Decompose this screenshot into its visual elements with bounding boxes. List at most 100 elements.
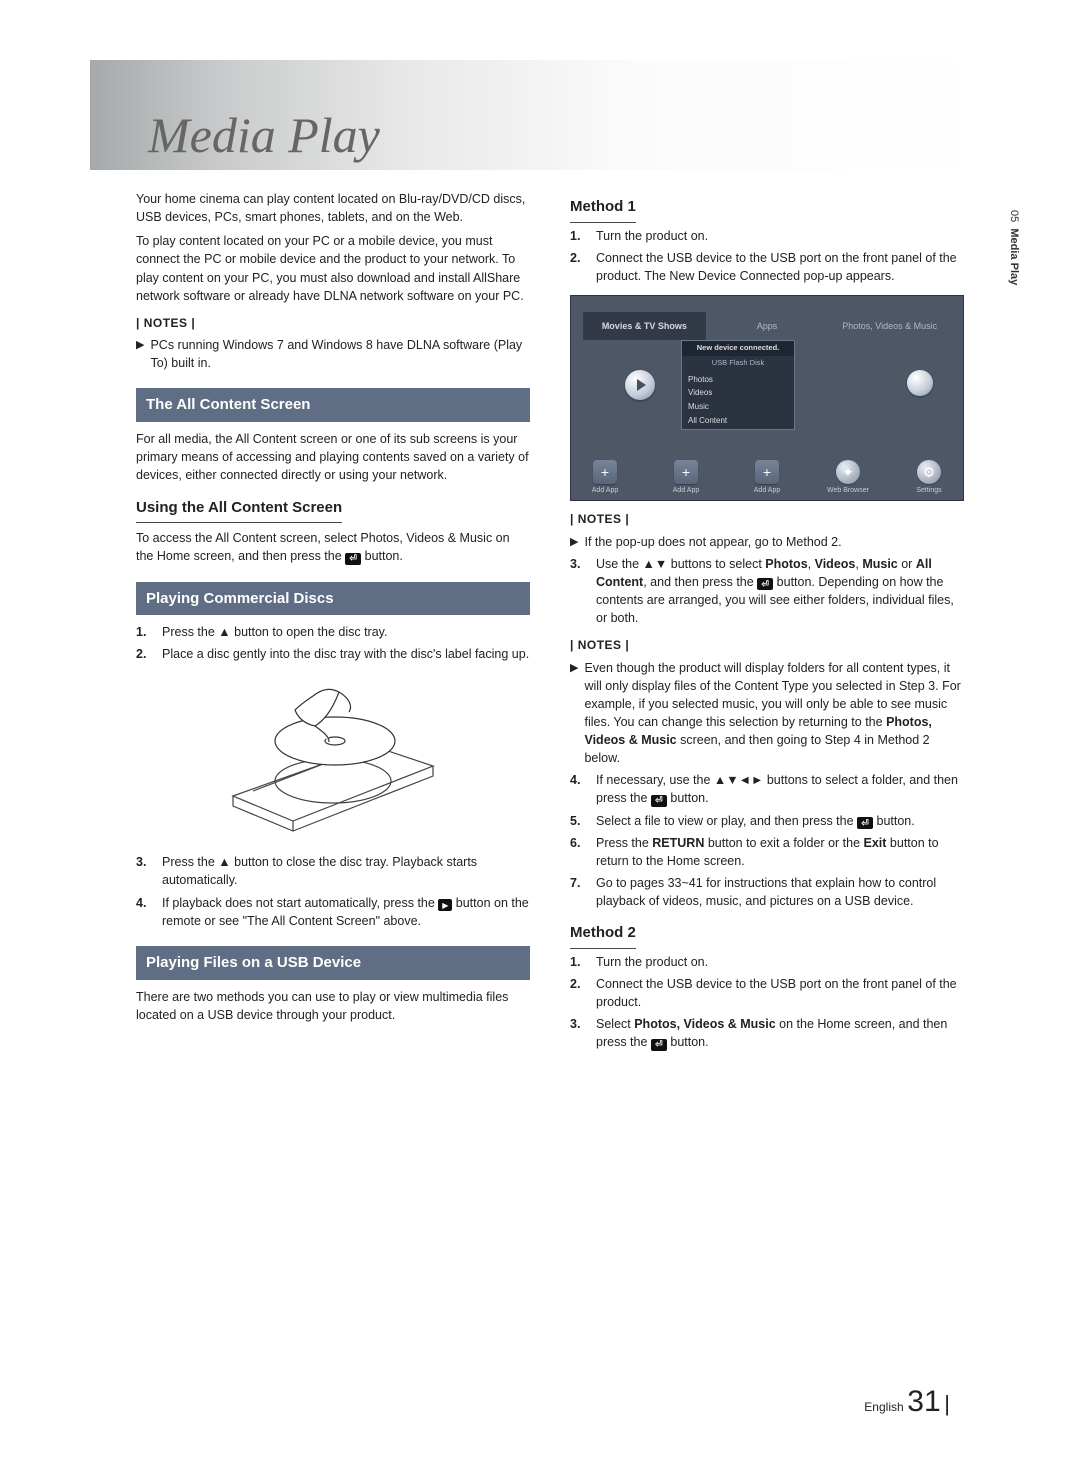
notes-label: | NOTES | (570, 637, 964, 654)
m2-s3a: Select (596, 1017, 634, 1031)
m1-note1: ▶ If the pop-up does not appear, go to M… (570, 533, 964, 551)
subhead-using-all-content: Using the All Content Screen (136, 497, 342, 524)
gear-icon: ⚙ (917, 460, 941, 484)
m1-step-2: 2.Connect the USB device to the USB port… (570, 249, 964, 285)
method2-heading: Method 2 (570, 922, 636, 949)
commercial-step-2: 2.Place a disc gently into the disc tray… (136, 645, 530, 663)
plus-icon: + (593, 460, 617, 484)
device-bottom-row: +Add App +Add App +Add App ✦Web Browser … (583, 460, 951, 496)
commercial-step-1: 1.Press the ▲ button to open the disc tr… (136, 623, 530, 641)
triangle-right-icon: ▶ (570, 533, 578, 551)
commercial-step-3: 3.Press the ▲ button to close the disc t… (136, 853, 530, 889)
page-title: Media Play (148, 106, 970, 164)
commercial-step-4: 4. If playback does not start automatica… (136, 894, 530, 930)
all-content-p2: To access the All Content screen, select… (136, 529, 530, 565)
footer-bar: | (944, 1391, 950, 1416)
intro-p2: To play content located on your PC or a … (136, 232, 530, 305)
commercial-s1: Press the ▲ button to open the disc tray… (162, 623, 387, 641)
enter-icon: ⏎ (651, 1039, 667, 1051)
m1-s3: Use the ▲▼ buttons to select Photos, Vid… (596, 555, 964, 628)
device-addapp-3: +Add App (745, 460, 789, 496)
m1-note1-text: If the pop-up does not appear, go to Met… (584, 533, 841, 551)
device-popup: New device connected. USB Flash Disk Pho… (681, 340, 795, 430)
m1-s3a: Use the ▲▼ buttons to select (596, 557, 765, 571)
method1-heading: Method 1 (570, 196, 636, 223)
m1-s1: Turn the product on. (596, 227, 708, 245)
device-b2-label: Add App (664, 486, 708, 496)
device-orb (907, 370, 933, 396)
section-all-content: The All Content Screen (136, 388, 530, 422)
m2-s3-bold: Photos, Videos & Music (634, 1017, 775, 1031)
commercial-s2: Place a disc gently into the disc tray w… (162, 645, 529, 663)
m1-s4b: button. (667, 791, 709, 805)
content-columns: Your home cinema can play content locate… (130, 184, 970, 1056)
m1-s5: Select a file to view or play, and then … (596, 812, 915, 830)
triangle-right-icon: ▶ (136, 336, 144, 372)
section-usb: Playing Files on a USB Device (136, 946, 530, 980)
commercial-s3: Press the ▲ button to close the disc tra… (162, 853, 530, 889)
device-tab-movies-label: Movies & TV Shows (602, 320, 687, 333)
section-commercial-discs: Playing Commercial Discs (136, 582, 530, 616)
page-footer: English 31 | (864, 1385, 950, 1419)
m1-note2: ▶ Even though the product will display f… (570, 659, 964, 768)
m2-s3c: button. (667, 1035, 709, 1049)
m1-step-3: 3. Use the ▲▼ buttons to select Photos, … (570, 555, 964, 628)
device-b1-label: Add App (583, 486, 627, 496)
device-popup-sub: USB Flash Disk (682, 356, 794, 371)
device-opt-photos: Photos (682, 373, 794, 387)
manual-page: Media Play 05 Media Play Your home cinem… (0, 0, 1080, 1479)
m1-s6-exit: Exit (864, 836, 887, 850)
right-column: Method 1 1.Turn the product on. 2.Connec… (570, 184, 964, 1056)
usb-intro: There are two methods you can use to pla… (136, 988, 530, 1024)
method2-steps: 1.Turn the product on. 2.Connect the USB… (570, 953, 964, 1052)
enter-icon: ⏎ (857, 817, 873, 829)
device-addapp-1: + Add App (583, 460, 627, 496)
intro-note-text: PCs running Windows 7 and Windows 8 have… (150, 336, 530, 372)
plus-icon: + (674, 460, 698, 484)
enter-icon: ⏎ (757, 578, 773, 590)
triangle-right-icon: ▶ (570, 659, 578, 768)
all-content-p1: For all media, the All Content screen or… (136, 430, 530, 484)
m1-s6: Press the RETURN button to exit a folder… (596, 834, 964, 870)
method1-steps-b: 3. Use the ▲▼ buttons to select Photos, … (570, 555, 964, 628)
disc-insert-illustration (223, 676, 443, 842)
commercial-steps: 1.Press the ▲ button to open the disc tr… (136, 623, 530, 663)
device-opt-all: All Content (682, 414, 794, 428)
m1-s7: Go to pages 33~41 for instructions that … (596, 874, 964, 910)
intro-note: ▶ PCs running Windows 7 and Windows 8 ha… (136, 336, 530, 372)
device-popup-title: New device connected. (682, 341, 794, 356)
m1-step-1: 1.Turn the product on. (570, 227, 964, 245)
m1-step-5: 5. Select a file to view or play, and th… (570, 812, 964, 830)
m2-step-1: 1.Turn the product on. (570, 953, 964, 971)
m1-step-4: 4. If necessary, use the ▲▼◄► buttons to… (570, 771, 964, 807)
all-content-p2a: To access the All Content screen, select… (136, 531, 510, 563)
device-b5-label: Settings (907, 486, 951, 496)
footer-lang: English (864, 1400, 903, 1414)
plus-icon: + (755, 460, 779, 484)
device-opt-videos: Videos (682, 386, 794, 400)
device-tab-movies: Movies & TV Shows (583, 312, 706, 340)
m1-s6-return: RETURN (652, 836, 704, 850)
m1-s3-videos: Videos (815, 557, 856, 571)
m1-s6a: Press the (596, 836, 652, 850)
enter-icon: ⏎ (651, 795, 667, 807)
device-tab-apps-label: Apps (757, 320, 778, 333)
side-tab-section: 05 (1008, 210, 1020, 222)
m1-s5b: button. (873, 814, 915, 828)
play-icon: ▶ (438, 899, 452, 911)
m1-step-7: 7.Go to pages 33~41 for instructions tha… (570, 874, 964, 910)
device-screenshot: Movies & TV Shows Apps Photos, Videos & … (570, 295, 964, 501)
m1-s3b: , and then press the (643, 575, 757, 589)
device-web-browser: ✦Web Browser (826, 460, 870, 496)
method1-steps-a: 1.Turn the product on. 2.Connect the USB… (570, 227, 964, 285)
m1-s3-music: Music (862, 557, 897, 571)
device-addapp-2: + Add App (664, 460, 708, 496)
m1-s3-or: or (898, 557, 916, 571)
device-play-orb (625, 370, 655, 400)
method1-steps-c: 4. If necessary, use the ▲▼◄► buttons to… (570, 771, 964, 910)
notes-label: | NOTES | (136, 315, 530, 332)
commercial-s4a: If playback does not start automatically… (162, 896, 438, 910)
device-opt-music: Music (682, 400, 794, 414)
intro-p1: Your home cinema can play content locate… (136, 190, 530, 226)
m1-s5a: Select a file to view or play, and then … (596, 814, 857, 828)
